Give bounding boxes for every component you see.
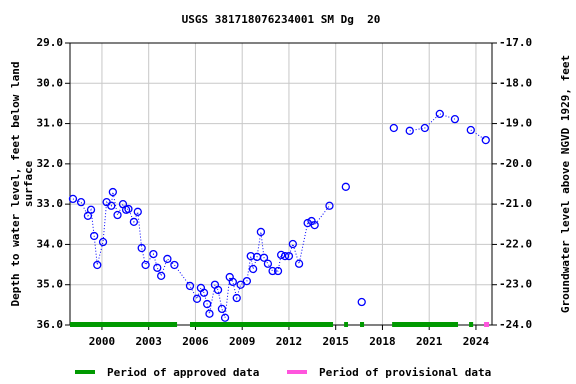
data-point: [217, 304, 227, 314]
x-tick-label: 2021: [416, 335, 443, 348]
data-point: [163, 254, 172, 264]
x-tick-label: 2012: [276, 335, 303, 348]
y-tick-label: 33.0: [37, 197, 64, 210]
y-tick-label: 36.0: [37, 318, 64, 331]
data-point: [341, 182, 350, 191]
data-point: [157, 271, 166, 281]
y2-axis-label: Groundwater level above NGVD 1929, feet: [559, 55, 572, 313]
y2-tick-label: -23.0: [499, 278, 532, 291]
data-point: [420, 123, 429, 133]
data-point: [133, 207, 142, 216]
data-point: [256, 227, 266, 237]
data-point: [90, 231, 99, 241]
data-point: [259, 253, 269, 262]
data-point: [246, 251, 255, 261]
x-tick-label: 2009: [229, 335, 256, 348]
data-point: [236, 280, 245, 289]
data-point: [294, 259, 304, 268]
data-point: [325, 201, 334, 210]
data-point: [263, 259, 273, 268]
period-bar: [189, 322, 334, 327]
data-point: [124, 204, 133, 214]
data-point: [466, 125, 475, 135]
y-tick-label: 35.0: [37, 278, 64, 291]
data-point: [141, 260, 150, 270]
data-point: [108, 187, 118, 197]
data-point: [242, 276, 252, 286]
data-point: [185, 281, 195, 291]
data-point: [288, 239, 297, 249]
data-point: [68, 194, 78, 204]
data-point: [481, 135, 490, 145]
x-tick-label: 2006: [182, 335, 209, 348]
data-point: [98, 237, 108, 247]
data-point: [213, 285, 223, 295]
data-point: [277, 250, 286, 260]
y-axis-label: Depth to water level, feet below landsur…: [9, 61, 35, 306]
y2-tick-label: -21.0: [499, 197, 532, 210]
data-point: [149, 249, 158, 259]
x-tick-label: 2015: [322, 335, 349, 348]
period-bar: [392, 322, 459, 327]
y2-tick-label: -20.0: [499, 157, 532, 170]
data-point: [86, 205, 96, 214]
data-point: [435, 109, 444, 119]
x-tick-label: 2018: [369, 335, 396, 348]
period-bar: [344, 322, 349, 327]
data-point: [232, 293, 241, 303]
y-tick-label: 29.0: [37, 36, 64, 49]
data-point: [280, 251, 290, 261]
period-bar: [70, 322, 178, 327]
data-point: [389, 123, 398, 133]
y-tick-label: 34.0: [37, 237, 64, 250]
period-bar: [360, 322, 365, 327]
data-point: [220, 313, 230, 322]
legend-label: Period of approved data: [107, 366, 259, 379]
data-point: [129, 217, 139, 227]
data-point: [137, 243, 146, 253]
x-tick-label: 2024: [463, 335, 490, 348]
data-point: [107, 201, 116, 210]
y-tick-label: 31.0: [37, 117, 64, 130]
x-tick-label: 2003: [135, 335, 162, 348]
data-point: [153, 263, 162, 272]
data-point: [93, 260, 102, 270]
data-point: [170, 260, 179, 270]
data-point: [268, 266, 277, 276]
y2-tick-label: -19.0: [499, 117, 532, 130]
data-point: [450, 114, 460, 124]
y-tick-label: 30.0: [37, 76, 64, 89]
y2-tick-label: -18.0: [499, 76, 532, 89]
x-tick-label: 2000: [89, 335, 116, 348]
data-point: [310, 220, 319, 230]
data-point: [248, 264, 258, 274]
period-bar: [484, 322, 490, 327]
data-point: [405, 126, 414, 135]
data-point: [113, 210, 122, 220]
data-line: [470, 129, 487, 141]
data-point: [76, 197, 86, 207]
y-tick-label: 32.0: [37, 157, 64, 170]
legend-label: Period of provisional data: [319, 366, 491, 379]
data-point: [284, 251, 294, 261]
data-point: [205, 309, 214, 318]
data-line: [72, 191, 330, 318]
data-point: [202, 299, 212, 309]
data-point: [228, 277, 237, 287]
data-point: [199, 288, 209, 297]
period-bar: [469, 322, 474, 327]
data-point: [357, 297, 366, 307]
data-line: [409, 113, 456, 132]
data-point: [192, 294, 202, 303]
y2-tick-label: -22.0: [499, 237, 532, 250]
y2-tick-label: -24.0: [499, 318, 532, 331]
chart-title: USGS 381718076234001 SM Dg 20: [182, 13, 381, 26]
y2-tick-label: -17.0: [499, 36, 532, 49]
data-point: [273, 266, 283, 276]
